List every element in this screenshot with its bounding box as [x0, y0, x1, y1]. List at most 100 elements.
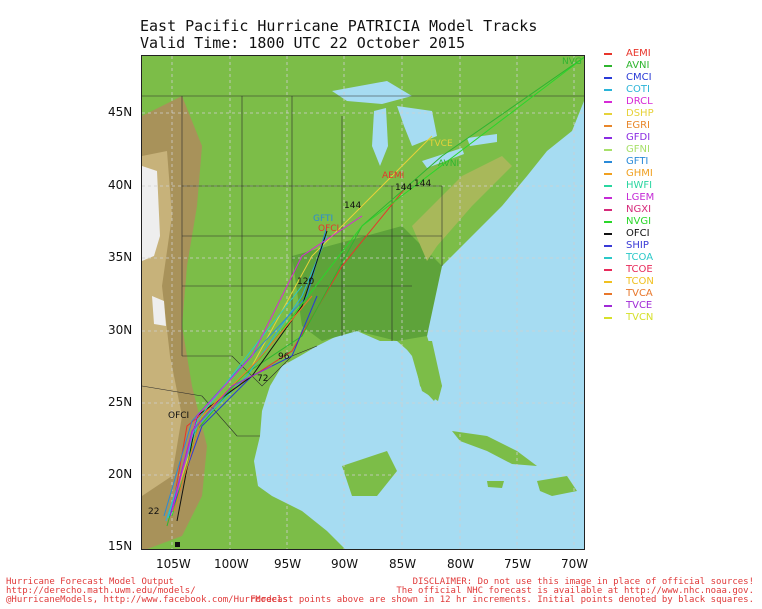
footer-right: DISCLAIMER: Do not use this image in pla…: [250, 578, 754, 605]
state-borders: [142, 95, 584, 437]
lat-label-25n: 25N: [108, 395, 133, 409]
legend-swatch: [604, 209, 612, 211]
legend-label: SHIP: [626, 240, 649, 251]
label-aemi: AEMI: [382, 171, 404, 181]
track-aemi: [171, 185, 408, 512]
legend-swatch: [604, 149, 612, 151]
legend-item-lgem: LGEM: [604, 192, 654, 204]
legend-item-ghmi: GHMI: [604, 168, 654, 180]
legend-label: EGRI: [626, 120, 650, 131]
legend-item-tvcn: TVCN: [604, 312, 654, 324]
legend-item-egri: EGRI: [604, 120, 654, 132]
yucatan: [342, 451, 397, 496]
lon-label-100w: 100W: [214, 557, 249, 571]
legend-item-cmci: CMCI: [604, 72, 654, 84]
track-coti: [165, 235, 328, 522]
legend-swatch: [604, 197, 612, 199]
legend-swatch: [604, 65, 612, 67]
footer-right-line-3: Forecast points above are shown in 12 hr…: [250, 595, 754, 605]
label-22: 22: [148, 507, 159, 517]
lon-label-75w: 75W: [504, 557, 532, 571]
legend-label: GFDI: [626, 132, 651, 143]
track-lgem: [169, 365, 273, 517]
legend-swatch: [604, 317, 612, 319]
hispaniola: [537, 476, 577, 496]
legend-label: NGXI: [626, 204, 652, 215]
legend-item-ofci: OFCI: [604, 228, 654, 240]
legend-swatch: [604, 77, 612, 79]
label-gfti: GFTI: [313, 214, 333, 224]
lat-label-35n: 35N: [108, 250, 133, 264]
legend-label: DSHP: [626, 108, 654, 119]
legend-item-tvca: TVCA: [604, 288, 654, 300]
label-144-c: 144: [344, 201, 361, 211]
land-lowlands: [292, 226, 442, 341]
chart-title: East Pacific Hurricane PATRICIA Model Tr…: [140, 18, 537, 52]
track-drcl: [171, 215, 363, 512]
appalachians: [412, 156, 512, 261]
legend-swatch: [604, 257, 612, 259]
legend-item-aemi: AEMI: [604, 48, 654, 60]
legend-item-ngxi: NGXI: [604, 204, 654, 216]
legend-item-gfti: GFTI: [604, 156, 654, 168]
legend-swatch: [604, 293, 612, 295]
footer-left: Hurricane Forecast Model Output http://d…: [6, 578, 288, 605]
lon-label-95w: 95W: [274, 557, 302, 571]
legend-item-dshp: DSHP: [604, 108, 654, 120]
legend-item-tcoa: TCOA: [604, 252, 654, 264]
cuba: [452, 431, 537, 466]
footer-left-line-2: http://derecho.math.uwm.edu/models/: [6, 586, 196, 596]
legend-label: TVCN: [626, 312, 654, 323]
legend-item-nvgi: NVGI: [604, 216, 654, 228]
label-72: 72: [257, 374, 268, 384]
legend-swatch: [604, 305, 612, 307]
label-avni: AVNI: [438, 159, 459, 169]
legend-label: AEMI: [626, 48, 651, 59]
lat-label-20n: 20N: [108, 467, 133, 481]
model-tracks: [163, 56, 584, 527]
legend-swatch: [604, 185, 612, 187]
legend-label: GFTI: [626, 156, 649, 167]
legend-item-coti: COTI: [604, 84, 654, 96]
lon-label-80w: 80W: [447, 557, 475, 571]
legend-item-hwfi: HWFI: [604, 180, 654, 192]
label-tvce: TVCE: [428, 139, 453, 149]
legend-item-avni: AVNI: [604, 60, 654, 72]
legend-label: TVCE: [626, 300, 653, 311]
lake-superior: [332, 81, 412, 104]
legend-item-ship: SHIP: [604, 240, 654, 252]
legend-label: GFNI: [626, 144, 650, 155]
legend-swatch: [604, 233, 612, 235]
legend-item-tcoe: TCOE: [604, 264, 654, 276]
legend-swatch: [604, 245, 612, 247]
legend-swatch: [604, 269, 612, 271]
lon-label-85w: 85W: [389, 557, 417, 571]
label-ofci: OFCI: [318, 224, 339, 234]
legend-swatch: [604, 173, 612, 175]
map-panel: AEMI AVNI TVCE GFTI OFCI NVG 144 144 144…: [141, 55, 585, 550]
track-labels: AEMI AVNI TVCE GFTI OFCI NVG 144 144 144…: [148, 57, 582, 517]
legend-swatch: [604, 281, 612, 283]
lon-label-70w: 70W: [561, 557, 589, 571]
legend-swatch: [604, 101, 612, 103]
label-144-a: 144: [395, 183, 412, 193]
legend-label: HWFI: [626, 180, 653, 191]
title-line-2: Valid Time: 1800 UTC 22 October 2015: [140, 34, 466, 52]
title-line-1: East Pacific Hurricane PATRICIA Model Tr…: [140, 17, 538, 35]
footer-left-line-1: Hurricane Forecast Model Output: [6, 577, 174, 587]
legend-label: NVGI: [626, 216, 652, 227]
track-nvgi: [171, 56, 584, 517]
footer-right-line-2: The official NHC forecast is available a…: [396, 586, 754, 596]
legend-swatch: [604, 137, 612, 139]
lake-ontario: [467, 134, 497, 146]
lat-label-40n: 40N: [108, 178, 133, 192]
legend-label: TCOE: [626, 264, 653, 275]
legend-label: TVCA: [626, 288, 653, 299]
legend-swatch: [604, 53, 612, 55]
model-legend: AEMI AVNI CMCI COTI DRCL DSHP EGRI GFDI GFNI GFTI…: [604, 48, 654, 324]
initial-position-marker: [175, 542, 180, 547]
label-120: 120: [297, 277, 314, 287]
legend-item-tvce: TVCE: [604, 300, 654, 312]
snow-peaks: [142, 166, 166, 326]
lon-label-90w: 90W: [331, 557, 359, 571]
